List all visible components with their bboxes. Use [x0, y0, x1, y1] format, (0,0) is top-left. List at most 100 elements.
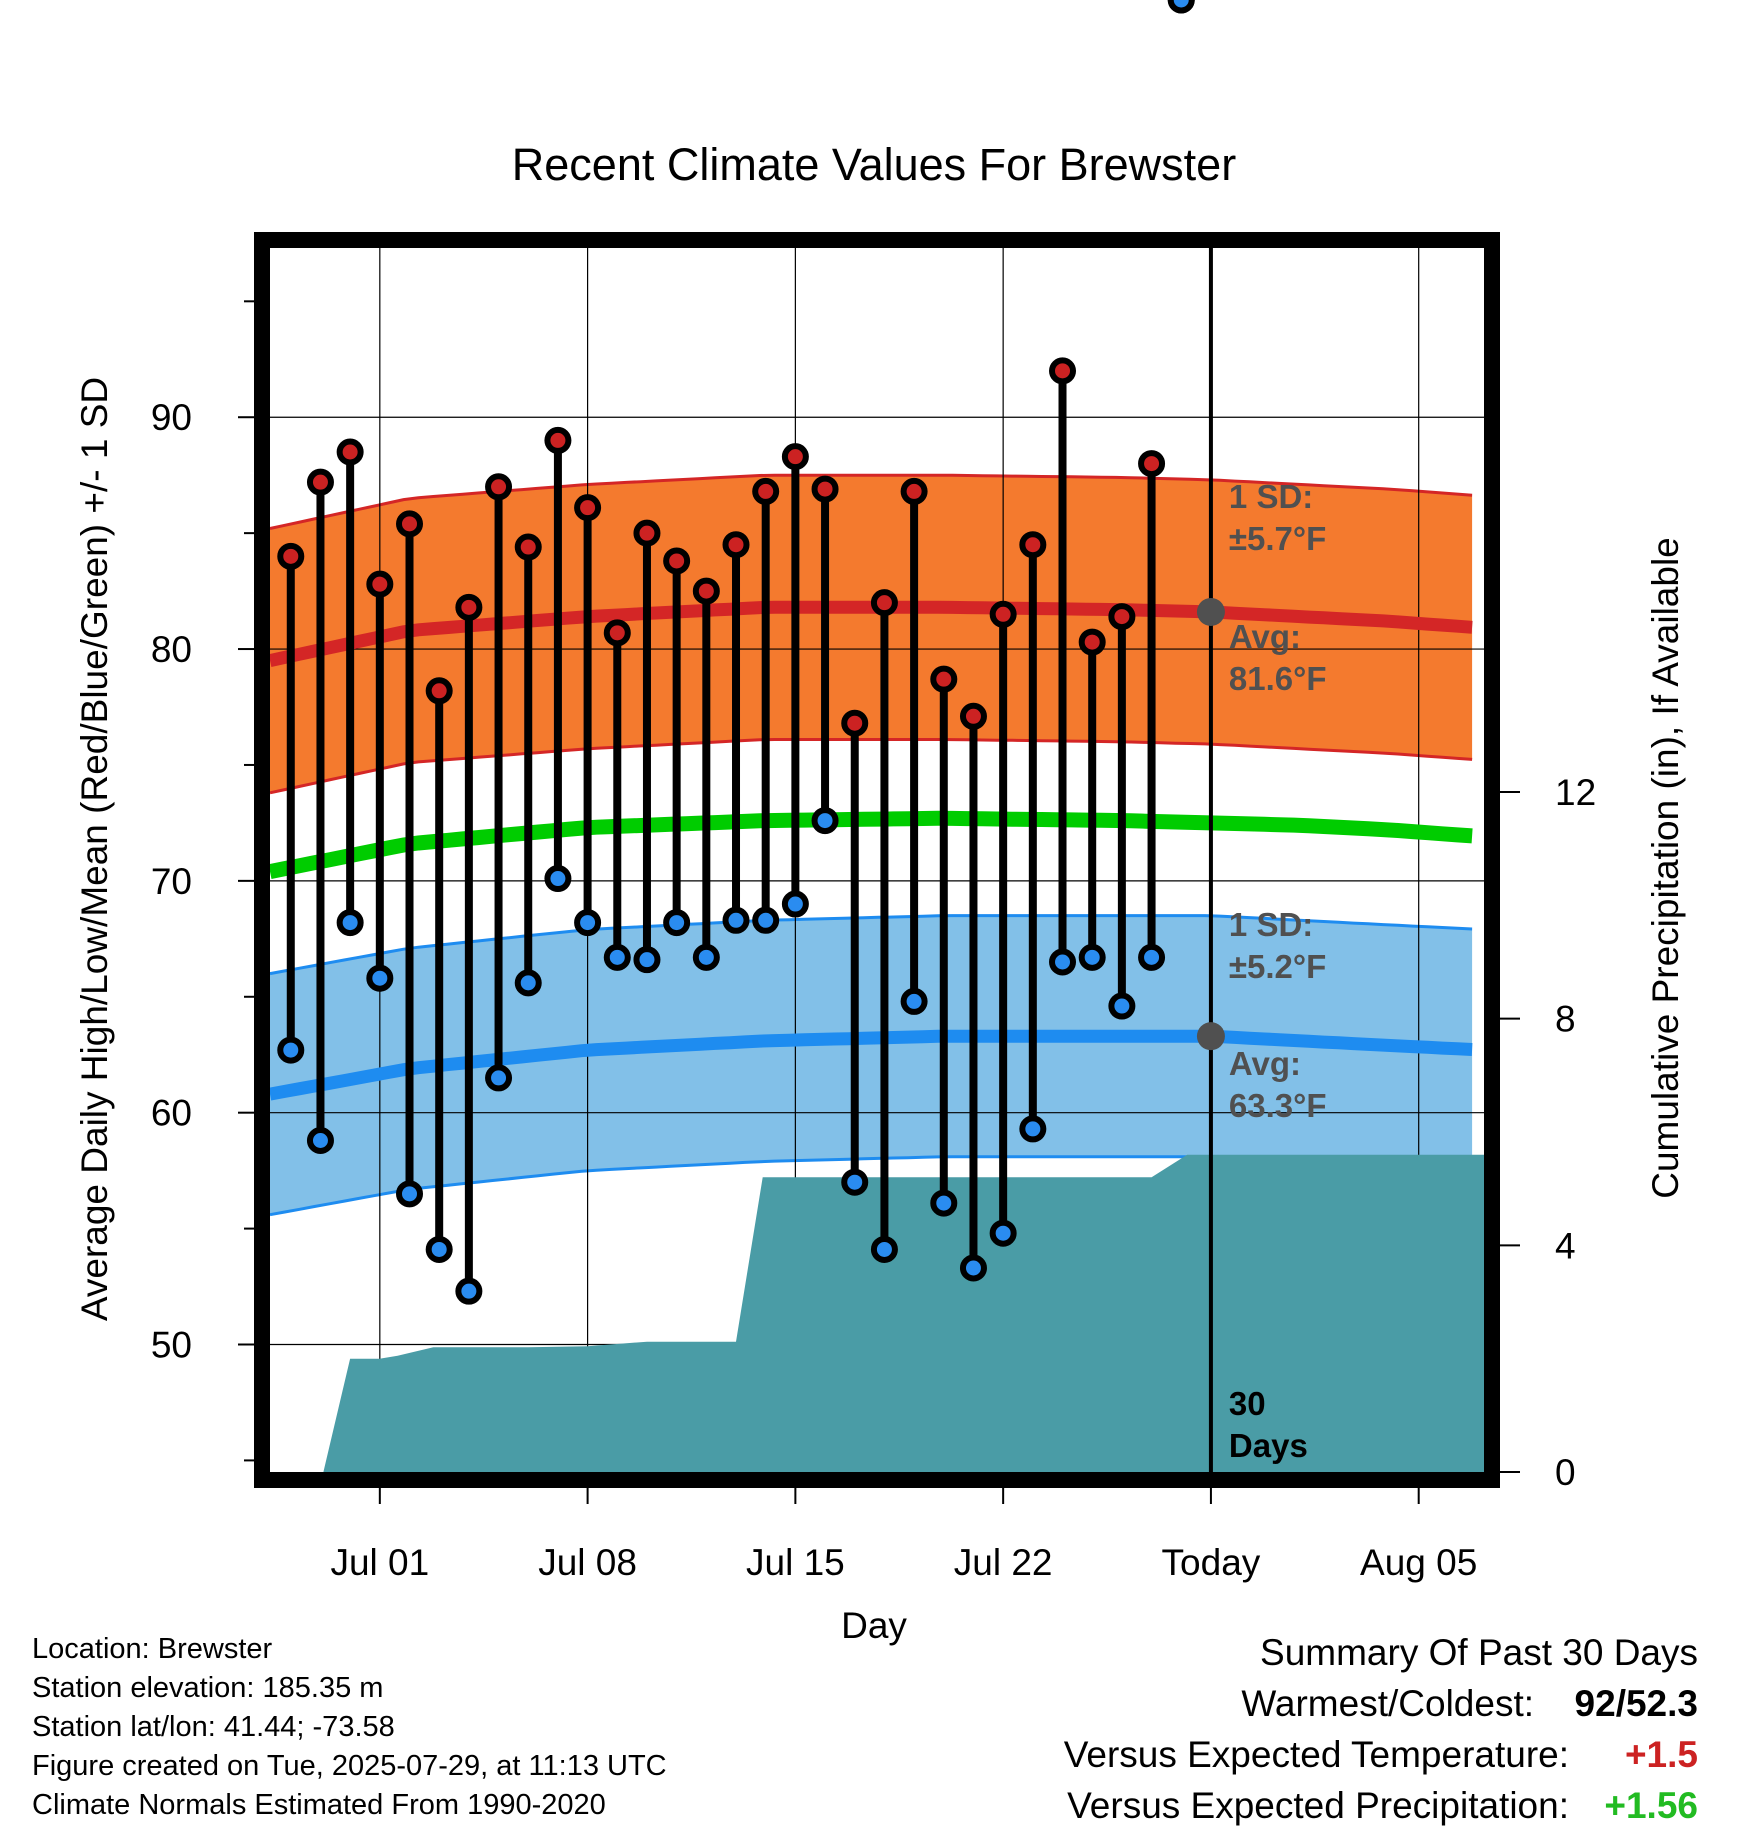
daily-low-dot — [1138, 943, 1166, 971]
daily-high-dot — [306, 468, 334, 496]
precipitation-layer — [323, 1154, 1484, 1472]
daily-high-dot — [544, 426, 572, 454]
daily-low-dot — [959, 1254, 987, 1282]
today-layer — [1196, 248, 1225, 1472]
plot-frame — [254, 232, 1500, 1488]
precipitation-area — [323, 1154, 1484, 1472]
daily-high-dot — [781, 443, 809, 471]
low-sd-annotation: ±5.2°F — [1229, 948, 1326, 985]
daily-low-dot — [455, 1277, 483, 1305]
x-tick-label: Today — [1162, 1542, 1261, 1583]
high-sd-band-upper-edge — [269, 473, 1473, 530]
avg-low-marker — [1196, 1022, 1225, 1051]
low-avg-annotation: 63.3°F — [1229, 1087, 1327, 1124]
daily-low-dot — [544, 865, 572, 893]
daily-low-dot — [603, 943, 631, 971]
y2-tick-label: 8 — [1555, 999, 1576, 1040]
daily-low-dot — [752, 906, 780, 934]
info-elevation: Station elevation: 185.35 m — [32, 1672, 384, 1704]
low-avg-annotation: Avg: — [1229, 1045, 1301, 1082]
daily-high-dot — [811, 475, 839, 503]
daily-high-dot — [930, 665, 958, 693]
daily-high-dot — [336, 438, 364, 466]
daily-low-dot — [336, 909, 364, 937]
daily-high-dot — [1019, 531, 1047, 559]
daily-low-dot — [1108, 992, 1136, 1020]
daily-high-dot — [841, 709, 869, 737]
daily-low-dot — [989, 1219, 1017, 1247]
high-sd-annotation: 1 SD: — [1229, 478, 1313, 515]
daily-high-dot — [485, 473, 513, 501]
daily-high-dot — [425, 677, 453, 705]
daily-high-dot — [277, 542, 305, 570]
daily-high-dot — [366, 570, 394, 598]
daily-range-stems — [286, 370, 1156, 1292]
daily-high-dot — [455, 593, 483, 621]
summary-warmest: Warmest/Coldest: 92/52.3 — [1064, 1678, 1698, 1729]
info-created: Figure created on Tue, 2025-07-29, at 11… — [32, 1750, 667, 1782]
precip-value: +1.56 — [1604, 1785, 1698, 1826]
daily-high-dot — [989, 600, 1017, 628]
x-tick-label: Jul 01 — [330, 1542, 429, 1583]
daily-low-dot — [722, 906, 750, 934]
daily-high-dot — [633, 519, 661, 547]
info-location: Location: Brewster — [32, 1633, 273, 1665]
y2-tick-label: 4 — [1555, 1225, 1576, 1266]
normal-bands — [269, 473, 1473, 1217]
summary-temp: Versus Expected Temperature: +1.5 — [1064, 1729, 1698, 1780]
annotations-layer: 1 SD: ±5.7°F Avg: 81.6°F 1 SD: ±5.2°F Avg: 63.3… — [1229, 478, 1327, 1464]
temp-value: +1.5 — [1624, 1734, 1698, 1775]
daily-low-dot — [900, 987, 928, 1015]
daily-low-dot — [1078, 943, 1106, 971]
y-tick-label: 50 — [151, 1325, 192, 1366]
daily-high-dot — [722, 531, 750, 559]
summary-heading: Summary Of Past 30 Days — [1260, 1632, 1698, 1673]
daily-low-dot — [396, 1180, 424, 1208]
daily-high-dot — [603, 619, 631, 647]
daily-low-dot — [811, 807, 839, 835]
daily-low-dot — [930, 1189, 958, 1217]
daily-high-dot — [692, 577, 720, 605]
avg-high-marker — [1196, 597, 1225, 626]
low-sd-band — [270, 915, 1473, 1215]
y2-tick-label: 0 — [1555, 1452, 1576, 1493]
daily-low-dot — [781, 890, 809, 918]
daily-high-dot — [396, 510, 424, 538]
y-tick-label: 70 — [151, 861, 192, 902]
x-tick-label: Aug 05 — [1360, 1542, 1477, 1583]
chart-title: Recent Climate Values For Brewster — [512, 139, 1236, 190]
daily-high-dot — [752, 477, 780, 505]
daily-low-dot — [633, 946, 661, 974]
y2-axis-label: Cumulative Precipitation (in), If Availa… — [1645, 537, 1686, 1199]
station-info: Location: Brewster Station elevation: 18… — [32, 1630, 667, 1825]
y-axis-label: Average Daily High/Low/Mean (Red/Blue/Gr… — [74, 377, 115, 1321]
daily-high-dot — [1078, 628, 1106, 656]
daily-high-dot — [900, 477, 928, 505]
daily-low-dot — [663, 909, 691, 937]
axes-layer: 50 60 70 80 90 0 4 8 12 Jul 01 Jul 08 Jul 15 Jul 22 T… — [151, 300, 1596, 1583]
daily-low-dot — [1019, 1115, 1047, 1143]
temp-label: Versus Expected Temperature: — [1063, 1734, 1569, 1775]
daily-high-dot — [514, 533, 542, 561]
daily-low-dot — [841, 1168, 869, 1196]
summary-precip: Versus Expected Precipitation: +1.56 — [1064, 1780, 1698, 1831]
high-avg-annotation: 81.6°F — [1229, 660, 1327, 697]
daily-low-dot — [425, 1235, 453, 1263]
daily-low-dot — [574, 909, 602, 937]
summary-panel: Summary Of Past 30 Days Warmest/Coldest:… — [1064, 1627, 1698, 1831]
daily-high-dot — [959, 702, 987, 730]
daily-high-dot — [1108, 603, 1136, 631]
x-tick-label: Jul 08 — [538, 1542, 637, 1583]
x-tick-label: Jul 15 — [746, 1542, 845, 1583]
y-tick-label: 90 — [151, 397, 192, 438]
low-sd-annotation: 1 SD: — [1229, 906, 1313, 943]
plot-border — [254, 232, 1500, 1488]
days-annotation: Days — [1229, 1427, 1308, 1464]
daily-high-dot — [1049, 357, 1077, 385]
daily-low-dot — [1049, 948, 1077, 976]
daily-low-dot — [306, 1127, 334, 1154]
daily-low-dot — [870, 1235, 898, 1263]
daily-low-dot — [277, 1036, 305, 1064]
daily-dots — [277, 0, 1195, 1305]
